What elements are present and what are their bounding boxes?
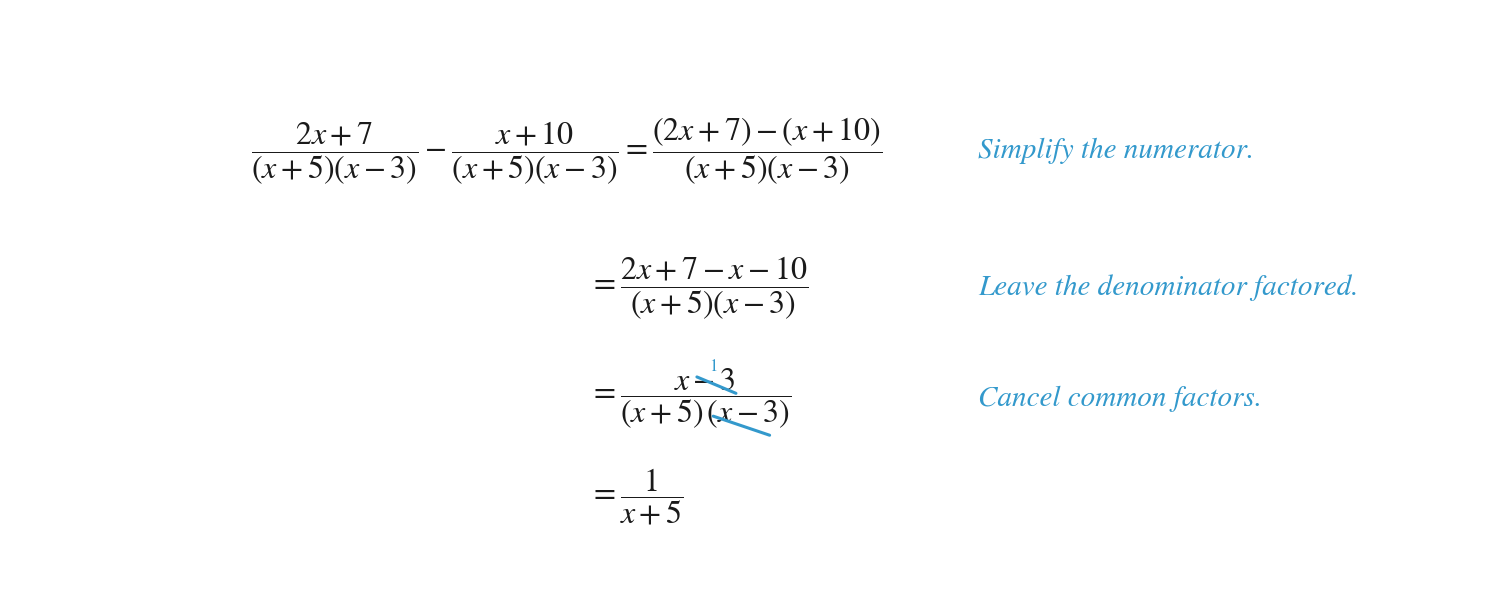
Text: $=\dfrac{x-3}{(x+5)\,(x-3)}$: $=\dfrac{x-3}{(x+5)\,(x-3)}$ xyxy=(588,367,790,431)
Text: $=\dfrac{2x+7-x-10}{(x+5)(x-3)}$: $=\dfrac{2x+7-x-10}{(x+5)(x-3)}$ xyxy=(588,254,807,321)
Text: $1$: $1$ xyxy=(708,359,717,374)
Text: Simplify the numerator.: Simplify the numerator. xyxy=(978,138,1254,164)
Text: Cancel common factors.: Cancel common factors. xyxy=(978,386,1262,412)
Text: Leave the denominator factored.: Leave the denominator factored. xyxy=(978,275,1359,301)
Text: $=\dfrac{1}{x+5}$: $=\dfrac{1}{x+5}$ xyxy=(588,466,682,527)
Text: $\dfrac{2x+7}{(x+5)(x-3)}-\dfrac{x+10}{(x+5)(x-3)}=\dfrac{(2x+7)-(x+10)}{(x+5)(x: $\dfrac{2x+7}{(x+5)(x-3)}-\dfrac{x+10}{(… xyxy=(252,116,883,187)
